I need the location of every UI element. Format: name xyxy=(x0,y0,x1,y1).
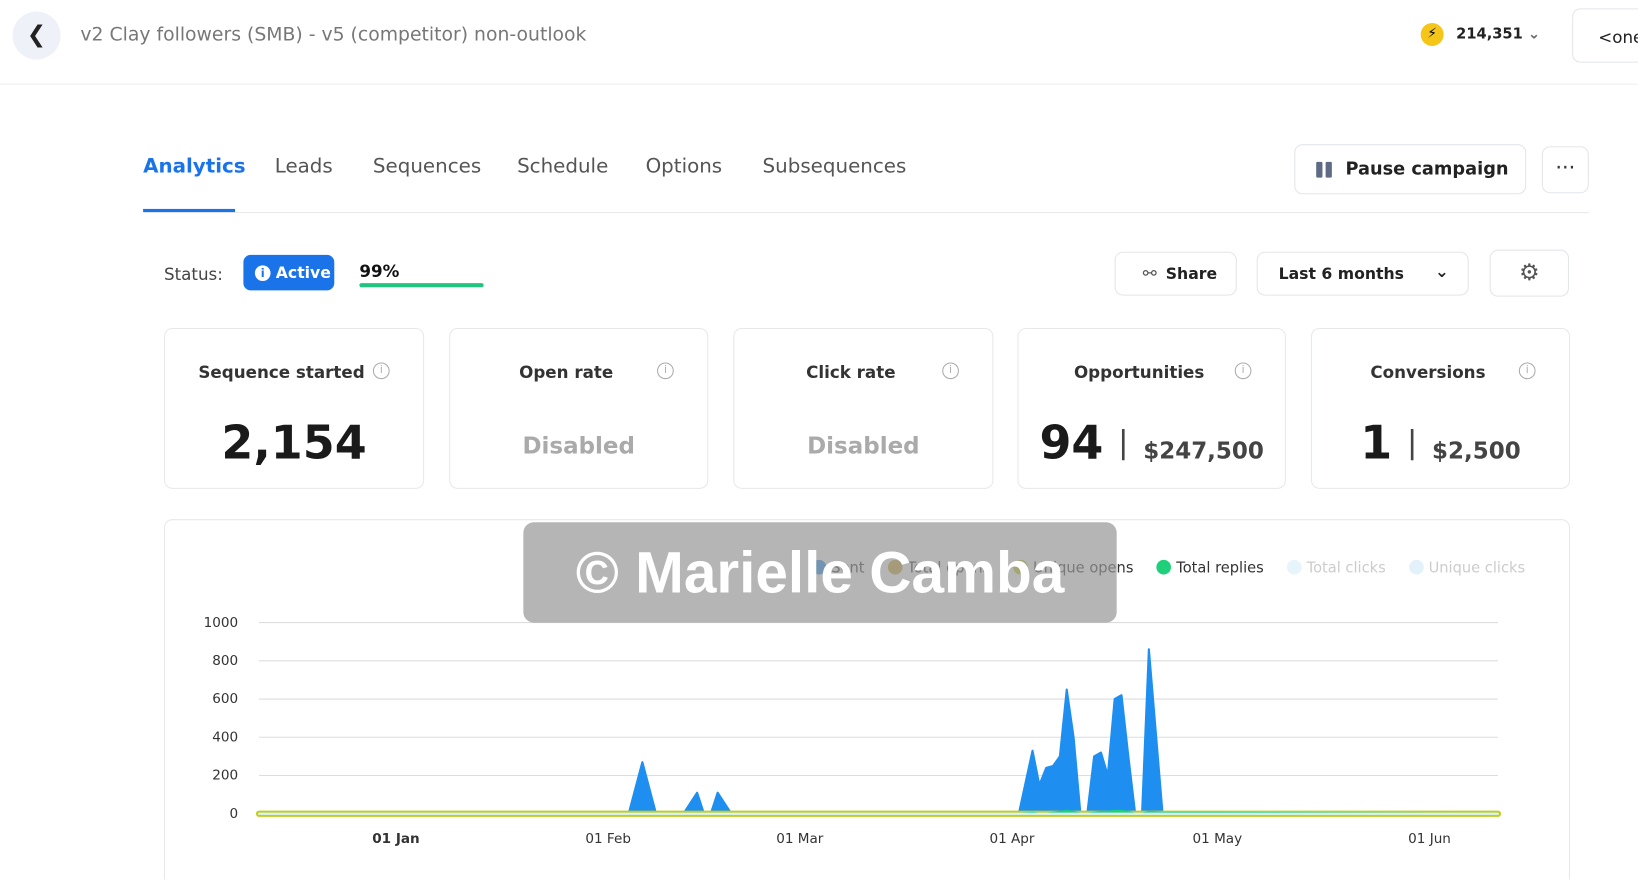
more-button[interactable]: ··· xyxy=(1541,146,1589,194)
legend-item[interactable]: Total replies xyxy=(1156,559,1264,577)
stat-card: Open rate i Disabled xyxy=(449,328,709,489)
status-label: Status: xyxy=(164,264,223,285)
stat-label: Sequence started xyxy=(198,362,365,383)
stat-value-row: 1 | $2,500 xyxy=(1312,417,1569,470)
stat-label: Opportunities xyxy=(1073,362,1205,383)
info-icon: i xyxy=(942,362,959,380)
info-icon: i xyxy=(1234,362,1252,380)
share-button[interactable]: ⚯ Share xyxy=(1114,251,1237,296)
separator: | xyxy=(1118,424,1129,461)
status-badge: i Active xyxy=(243,254,335,291)
credit-icon: ⚡ xyxy=(1420,22,1444,46)
tab[interactable]: Analytics xyxy=(143,154,246,178)
y-tick-label: 0 xyxy=(230,806,239,822)
settings-button[interactable]: ⚙ xyxy=(1489,249,1569,297)
stat-value: 94 xyxy=(1039,416,1104,471)
stat-card: Sequence started i 2,154 xyxy=(164,328,425,489)
y-tick-label: 200 xyxy=(212,768,238,784)
legend-label: Unique clicks xyxy=(1428,559,1526,577)
stat-label: Open rate xyxy=(519,362,614,383)
x-tick-label: 01 Jan xyxy=(372,831,419,847)
y-tick-label: 1000 xyxy=(204,615,239,631)
share-label: Share xyxy=(1165,264,1218,284)
watermark: © Marielle Camba xyxy=(523,522,1117,623)
stat-amount: $247,500 xyxy=(1143,438,1264,465)
pause-label: Pause campaign xyxy=(1345,158,1509,180)
y-tick-label: 800 xyxy=(212,653,238,669)
active-tab-indicator xyxy=(143,208,236,213)
stat-label: Click rate xyxy=(806,362,896,383)
account-button[interactable]: <one xyxy=(1572,8,1638,63)
account: <one xyxy=(1598,27,1638,48)
progress-bar xyxy=(359,283,484,288)
range-label: Last 6 months xyxy=(1278,264,1405,284)
stat-card: Opportunities i 94 | $247,500 xyxy=(1017,328,1286,489)
legend-item[interactable]: Total clicks xyxy=(1286,559,1386,577)
stat-card: Click rate i Disabled xyxy=(733,328,994,489)
status-state: Active xyxy=(275,263,331,283)
stat-value-row: Disabled xyxy=(734,434,992,460)
progress-text: 99% xyxy=(359,261,400,281)
top-bar xyxy=(0,0,1638,85)
x-tick-label: 01 May xyxy=(1193,831,1243,847)
x-tick-label: 01 Mar xyxy=(776,831,824,847)
legend-swatch xyxy=(1408,559,1424,575)
stat-value-row: Disabled xyxy=(450,434,707,460)
legend-label: Total replies xyxy=(1176,559,1264,577)
y-tick-label: 600 xyxy=(212,691,238,707)
area-series xyxy=(258,648,1500,815)
info-icon: i xyxy=(372,362,390,380)
y-tick-label: 400 xyxy=(212,729,238,745)
x-tick-label: 01 Jun xyxy=(1408,831,1451,847)
credits[interactable]: 214,351 ⌄ xyxy=(1456,26,1541,43)
legend-swatch xyxy=(1286,559,1302,575)
x-tick-label: 01 Feb xyxy=(585,831,631,847)
tab[interactable]: Options xyxy=(645,154,723,178)
stat-value-row: 2,154 xyxy=(165,417,423,470)
tabs-divider xyxy=(143,212,1589,214)
info-icon: i xyxy=(657,362,674,380)
legend-label: Total clicks xyxy=(1306,559,1386,577)
info-icon: i xyxy=(1518,362,1536,380)
legend-item[interactable]: Unique clicks xyxy=(1408,559,1526,577)
campaign-title: v2 Clay followers (SMB) - v5 (competitor… xyxy=(80,24,587,46)
tab[interactable]: Subsequences xyxy=(762,154,907,178)
tab[interactable]: Schedule xyxy=(517,154,609,178)
pause-button[interactable]: Pause campaign xyxy=(1294,144,1527,195)
chart: 0 200 400 600 800 1000 01 Jan 01 Feb 01 Mar 01 Ap… xyxy=(204,615,1502,847)
legend-swatch xyxy=(1156,559,1172,575)
stat-value: Disabled xyxy=(807,433,920,460)
stat-value-row: 94 | $247,500 xyxy=(1018,417,1284,470)
stat-value: 2,154 xyxy=(221,416,367,471)
stat-label: Conversions xyxy=(1370,362,1486,383)
tab[interactable]: Leads xyxy=(274,154,333,178)
stat-value: Disabled xyxy=(522,433,635,460)
x-tick-label: 01 Apr xyxy=(989,831,1034,847)
separator: | xyxy=(1406,424,1418,461)
back-button[interactable]: ❮ xyxy=(12,11,61,60)
stat-value: 1 xyxy=(1360,416,1393,471)
stat-card: Conversions i 1 | $2,500 xyxy=(1310,328,1571,489)
credits-value: 214,351 xyxy=(1456,26,1523,43)
stat-amount: $2,500 xyxy=(1432,438,1521,465)
range-select[interactable]: Last 6 months ⌄ xyxy=(1256,251,1469,296)
tab[interactable]: Sequences xyxy=(372,154,482,178)
